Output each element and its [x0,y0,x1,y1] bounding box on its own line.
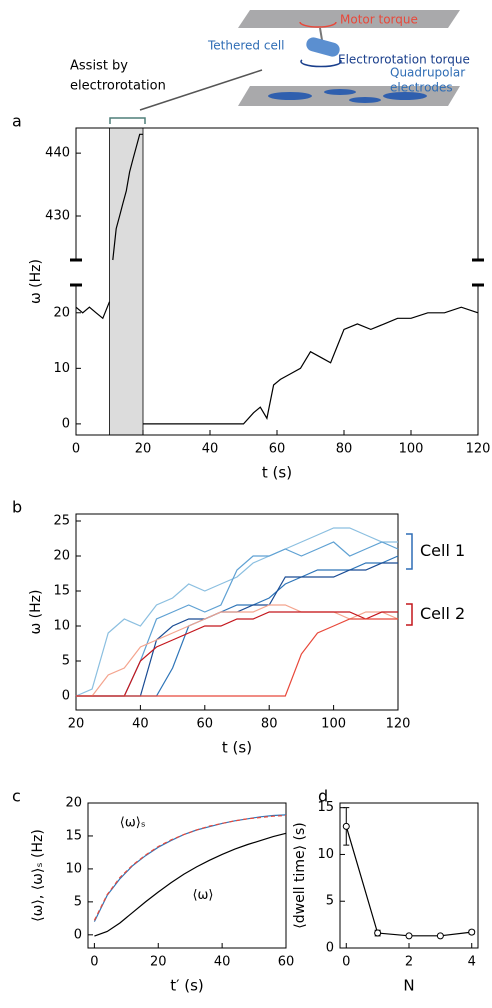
tether [319,27,323,41]
y-tick-label: 10 [65,861,82,876]
series-line [94,832,287,937]
electrode [383,92,427,100]
x-tick-label: 0 [72,442,80,457]
x-tick-label: 100 [399,442,424,457]
x-tick-label: 40 [214,955,231,970]
x-tick-label: 60 [269,442,286,457]
electrode [324,89,356,95]
y-tick-label: 0 [62,416,70,431]
electrode [349,97,381,103]
group-label: Cell 1 [420,541,465,560]
series-line [76,618,398,697]
y-tick-label: 25 [53,514,70,529]
y-tick-label: 5 [326,894,334,909]
y-axis-label: ⟨ω⟩, ⟨ω⟩ₛ (Hz) [30,829,46,922]
series-line [76,611,398,697]
series-line [75,301,479,425]
series-line [76,562,398,697]
frame [87,802,287,949]
x-tick-label: 0 [342,955,350,970]
y-tick-label: 15 [53,584,70,599]
point [374,929,382,937]
y-tick-label: 0 [62,689,70,704]
bottom-plate [238,86,460,106]
point [468,928,476,936]
group-bracket [406,533,413,570]
y-tick-label: 5 [74,894,82,909]
group-bracket [406,603,413,626]
panel-label: c [12,787,21,806]
electrode [268,92,312,100]
y-tick-label: 20 [65,796,82,811]
assist-label: electrorotation [70,79,166,94]
x-tick-label: 20 [68,717,85,732]
panel-label: a [12,112,22,131]
y-tick-label: 0 [326,941,334,956]
point [342,822,350,830]
x-tick-label: 40 [132,717,149,732]
assist-bracket [109,117,146,124]
assist-pointer [139,69,263,111]
motor-arrow [299,21,337,28]
cell [306,37,340,57]
series-line [76,604,399,697]
y-tick-label: 10 [53,361,70,376]
x-tick-label: 120 [466,442,491,457]
x-tick-label: 100 [321,717,346,732]
x-axis-label: t (s) [262,464,292,482]
x-tick-label: 60 [197,717,214,732]
x-tick-label: 60 [278,955,295,970]
series-line [345,826,472,937]
y-tick-label: 10 [53,619,70,634]
y-tick-label: 15 [317,800,334,815]
x-tick-label: 4 [468,955,476,970]
electrodes-label: electrodes [390,81,453,95]
series-label: ⟨ω⟩ₛ [120,815,146,830]
panel-label: b [12,498,22,517]
x-tick-label: 2 [405,955,413,970]
x-axis-label: t′ (s) [170,977,204,995]
series-line [112,133,143,261]
x-tick-label: 80 [261,717,278,732]
y-tick-label: 20 [53,305,70,320]
motor-label: Motor torque [340,13,418,27]
electrodes-label: Quadrupolar [390,66,465,80]
electro-label: Electrorotation torque [338,53,470,67]
series-label: ⟨ω⟩ [192,888,213,903]
y-tick-label: 10 [317,847,334,862]
series-line [93,814,287,922]
y-tick-label: 440 [45,146,70,161]
y-axis-label: ω (Hz) [28,259,44,304]
schematic: Motor torque Tethered cell Electrorotati… [70,10,470,124]
y-axis-label: ⟨dwell time⟩ (s) [292,822,308,928]
y-tick-label: 20 [53,549,70,564]
x-tick-label: 80 [336,442,353,457]
y-axis-label: ω (Hz) [28,590,44,635]
y-tick-label: 5 [62,654,70,669]
top-plate [238,10,460,28]
y-tick-label: 430 [45,209,70,224]
electro-arrow [300,59,342,68]
cell-label: Tethered cell [207,39,285,53]
series-line [93,814,287,921]
y-tick-label: 15 [65,828,82,843]
point [436,932,444,940]
x-axis-label: t (s) [222,739,252,757]
x-tick-label: 40 [202,442,219,457]
x-tick-label: 20 [150,955,167,970]
y-tick-label: 0 [74,927,82,942]
point [405,932,413,940]
x-tick-label: 0 [90,955,98,970]
group-label: Cell 2 [420,604,465,623]
assist-label: Assist by [70,59,128,74]
x-tick-label: 120 [386,717,411,732]
shade [109,127,144,436]
x-tick-label: 20 [135,442,152,457]
x-axis-label: N [403,977,414,995]
panel-label: d [318,787,328,806]
series-line [75,527,398,697]
